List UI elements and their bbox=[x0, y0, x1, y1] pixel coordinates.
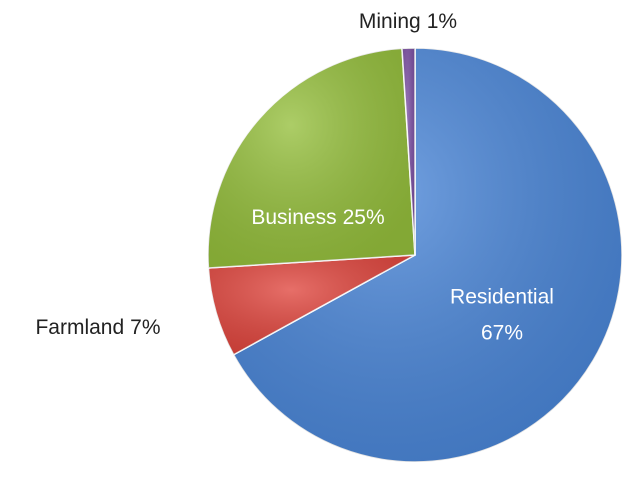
value-label: 25% bbox=[343, 206, 385, 229]
value-label: 67% bbox=[481, 322, 523, 345]
slice-shading bbox=[208, 48, 415, 268]
category-label: Farmland bbox=[35, 316, 124, 339]
data-label: Farmland 7% bbox=[35, 316, 160, 339]
pie bbox=[207, 47, 623, 463]
slice-shading bbox=[233, 48, 622, 463]
category-label: Residential bbox=[450, 286, 554, 309]
value-label: 1% bbox=[427, 10, 457, 33]
category-label: Mining bbox=[359, 10, 421, 33]
slice-shading bbox=[208, 255, 415, 355]
data-label: Business 25% bbox=[251, 206, 384, 229]
value-label: 7% bbox=[130, 316, 160, 339]
slice-shading bbox=[402, 48, 415, 255]
category-label: Business bbox=[251, 206, 336, 229]
data-label: Mining 1% bbox=[359, 10, 457, 33]
data-labels: Residential 67% Farmland 7% Business 25% Minin… bbox=[35, 10, 553, 345]
